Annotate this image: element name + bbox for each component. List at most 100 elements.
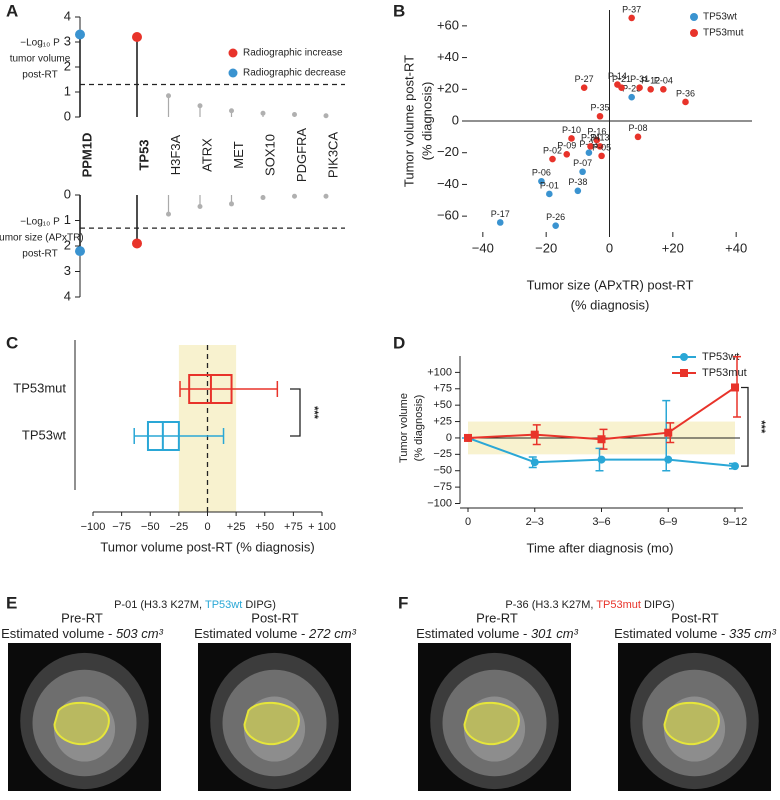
y-axis-label: (% diagnosis) — [419, 82, 434, 161]
category-label: TP53mut — [13, 380, 66, 395]
point-label: P-34 — [581, 133, 600, 143]
dot — [197, 103, 203, 109]
caption-part: P-01 (H3.3 K27M, — [114, 599, 205, 611]
significance-bracket — [290, 388, 301, 437]
dot — [323, 113, 329, 119]
significance-bracket — [741, 386, 749, 467]
mri-caption: P-01 (H3.3 K27M, TP53wt DIPG) — [114, 599, 276, 611]
y-axis-label: post-RT — [22, 70, 57, 81]
y-tick-label: −20 — [437, 144, 459, 159]
marker — [731, 383, 739, 392]
panel-label: B — [393, 1, 405, 20]
point-label: P-27 — [575, 74, 594, 84]
marker — [731, 462, 739, 471]
x-tick-label: −100 — [81, 521, 106, 533]
y-tick-label: −50 — [433, 465, 452, 477]
point-label: P-35 — [590, 103, 609, 113]
x-tick-label: −20 — [535, 240, 557, 255]
volume-prefix: Estimated volume - — [194, 626, 309, 641]
y-tick-label: 2 — [64, 58, 71, 73]
marker — [664, 455, 673, 464]
point — [580, 84, 588, 91]
volume-prefix: Estimated volume - — [1, 626, 116, 641]
point — [568, 135, 575, 142]
point-label: P-17 — [491, 209, 510, 219]
point — [618, 84, 625, 91]
point — [596, 112, 604, 120]
gene-label: MET — [231, 141, 246, 169]
legend-marker — [228, 68, 238, 78]
dot — [75, 29, 85, 40]
legend-label: TP53mut — [702, 367, 747, 379]
point — [587, 143, 594, 150]
point-label: P-21 — [612, 74, 631, 84]
y-tick-label: 4 — [64, 288, 71, 303]
point — [593, 136, 601, 144]
x-axis-label: (% diagnosis) — [571, 297, 650, 312]
marker — [530, 458, 539, 467]
x-tick-label: −75 — [112, 521, 131, 533]
y-tick-label: 0 — [64, 186, 71, 201]
gene-label: PPM1D — [79, 133, 94, 178]
point — [538, 177, 545, 185]
y-axis-label: −Log₁₀ P — [20, 217, 60, 228]
mri-caption: P-36 (H3.3 K27M, TP53mut DIPG) — [505, 599, 674, 611]
category-label: TP53wt — [22, 427, 66, 442]
y-tick-label: 3 — [64, 33, 71, 48]
x-axis-label: Time after diagnosis (mo) — [527, 540, 674, 555]
legend-label: TP53wt — [702, 351, 739, 363]
significance: *** — [755, 420, 767, 434]
x-axis-label: Tumor size (APxTR) post-RT — [527, 277, 694, 292]
marker — [597, 455, 606, 464]
dot — [132, 238, 142, 249]
tumor-outline — [53, 701, 110, 746]
gene-label: PIK3CA — [325, 132, 340, 179]
volume-value: 301 cm³ — [531, 626, 579, 641]
caption-part: DIPG) — [242, 599, 276, 611]
dot — [197, 203, 203, 209]
volume-value: 335 cm³ — [729, 626, 777, 641]
point-label: P-23 — [622, 84, 641, 94]
marker — [680, 353, 688, 361]
point-label: P-07 — [573, 158, 592, 168]
point — [552, 222, 559, 229]
y-tick-label: −75 — [433, 481, 452, 493]
y-axis-label: Tumor volume — [398, 393, 410, 463]
y-tick-label: +20 — [437, 81, 459, 96]
x-tick-label: +20 — [662, 240, 684, 255]
y-axis-label: (% diagnosis) — [413, 395, 425, 462]
legend-marker — [690, 29, 698, 37]
x-tick-label: +50 — [255, 521, 274, 533]
point-label: P-08 — [628, 123, 647, 133]
marker — [597, 435, 606, 444]
x-tick-label: +75 — [284, 521, 303, 533]
scan-volume: Estimated volume - 335 cm³ — [614, 626, 777, 641]
point — [628, 93, 635, 101]
point — [596, 143, 604, 150]
point-label: P-26 — [546, 212, 565, 222]
y-tick-label: 1 — [64, 83, 71, 98]
point — [546, 190, 553, 198]
x-tick-label: +40 — [725, 240, 747, 255]
y-tick-label: +60 — [437, 17, 459, 32]
point-label: P-09 — [557, 141, 576, 151]
tumor-outline — [243, 701, 300, 746]
scan-title: Post-RT — [251, 610, 298, 625]
y-tick-label: 0 — [64, 108, 71, 123]
significance: *** — [308, 406, 320, 420]
dot — [260, 195, 266, 201]
panel-label: F — [398, 593, 408, 612]
caption-highlight: TP53mut — [596, 599, 641, 611]
point — [634, 133, 642, 141]
point — [585, 149, 593, 157]
panel-label: E — [6, 593, 17, 612]
y-axis-label: −Log₁₀ P — [20, 38, 60, 49]
point-label: P-12 — [641, 76, 660, 86]
y-tick-label: 4 — [64, 8, 71, 23]
dot — [229, 201, 234, 207]
legend-marker — [690, 13, 698, 21]
marker — [664, 428, 673, 437]
point — [579, 168, 586, 176]
point-label: P-31 — [630, 74, 649, 84]
scan-volume: Estimated volume - 503 cm³ — [1, 626, 164, 641]
